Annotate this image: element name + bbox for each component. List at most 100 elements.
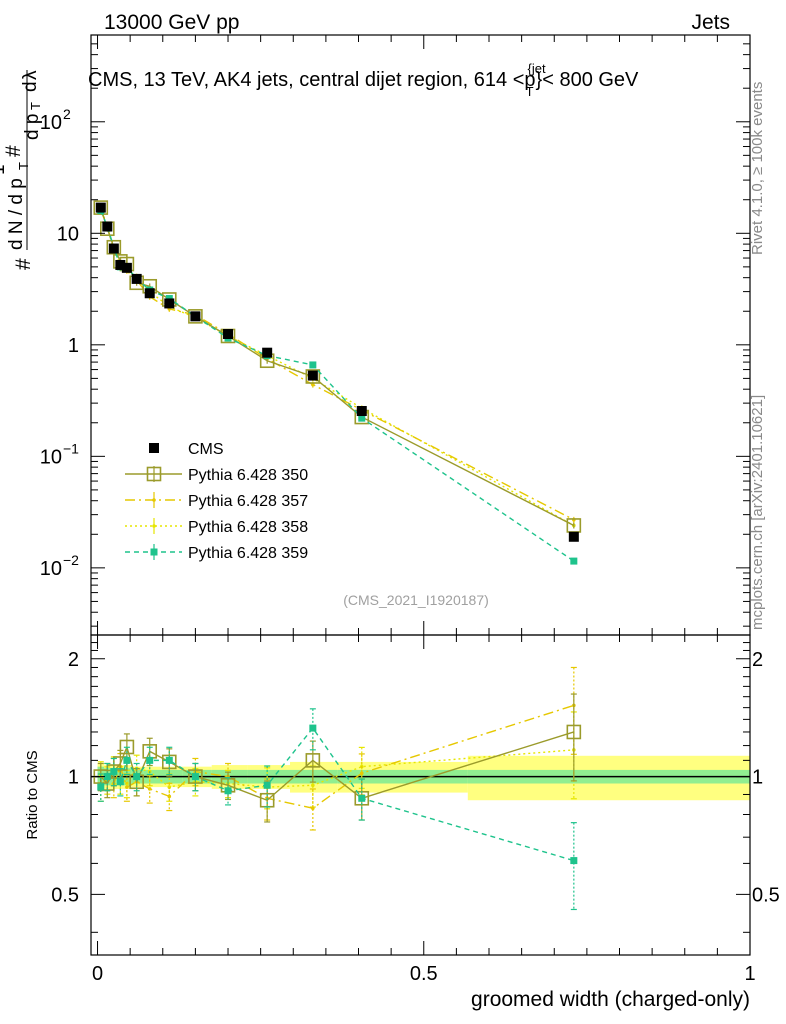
point-p359 — [309, 361, 317, 369]
point-cms — [356, 406, 367, 417]
ratio-y-ticks: 0.5 0.5 1 1 2 2 — [51, 642, 780, 933]
ratio-point-p359 — [146, 756, 154, 764]
ratio-point-p359 — [224, 787, 232, 795]
y-tick-label: 10 — [40, 446, 62, 468]
point-cms — [131, 273, 142, 284]
point-cms — [102, 221, 113, 232]
ratio-y-tick-label-right: 0.5 — [752, 884, 780, 906]
main-x-ticks — [97, 35, 751, 635]
ratio-line-p357 — [100, 704, 575, 809]
ratio-series — [93, 666, 582, 911]
legend-label: CMS — [188, 441, 224, 458]
mcplots-label: mcplots.cern.ch [arXiv:2401.10621] — [749, 395, 766, 630]
legend-marker-p359 — [150, 548, 158, 556]
point-cms — [568, 531, 579, 542]
legend-label: Pythia 6.428 350 — [188, 467, 308, 484]
ratio-point-p359 — [103, 773, 111, 781]
y-tick-label: 10 — [40, 112, 62, 134]
x-tick-label: 1 — [744, 963, 755, 985]
svg-text:#: # — [2, 145, 25, 157]
ratio-point-p359 — [191, 773, 199, 781]
plot-title: CMS, 13 TeV, AK4 jets, central dijet reg… — [88, 61, 639, 99]
point-p350 — [305, 369, 321, 384]
ratio-point-p358 — [311, 783, 315, 788]
y-tick-label: 10 — [57, 223, 79, 245]
plot-title-sub: T — [526, 84, 534, 99]
ratio-point-p357 — [147, 787, 152, 791]
legend-marker-p358 — [152, 524, 156, 528]
svg-text:#: # — [0, 104, 1, 115]
ratio-panel: 0 0.5 1 0.5 0.51 12 2 — [51, 634, 780, 985]
ratio-y-tick-label: 1 — [68, 767, 79, 789]
legend-marker-p357 — [152, 498, 156, 502]
x-axis-label: groomed width (charged-only) — [471, 988, 750, 1011]
x-tick-label: 0 — [92, 963, 103, 985]
point-cms — [115, 259, 126, 270]
header-right: Jets — [691, 11, 730, 34]
svg-text:d: d — [0, 89, 1, 100]
legend-label: Pythia 6.428 359 — [188, 545, 308, 562]
ratio-point-p350 — [566, 724, 582, 740]
ratio-point-p350 — [305, 753, 321, 768]
point-cms — [144, 288, 155, 299]
ratio-point-p358 — [167, 785, 172, 789]
y-tick-exponent: −2 — [63, 552, 79, 568]
ratio-point-p357 — [311, 806, 315, 811]
point-p350 — [106, 239, 122, 255]
legend-marker-p350 — [146, 466, 162, 482]
ratio-point-p359 — [123, 756, 131, 764]
ratio-y-tick-label: 2 — [68, 649, 79, 671]
legend-label: Pythia 6.428 357 — [188, 493, 308, 510]
point-cms — [121, 262, 132, 273]
ratio-point-p350 — [188, 769, 203, 784]
svg-text:N: N — [0, 68, 1, 82]
series-line-p358 — [100, 206, 575, 527]
ratio-point-p359 — [165, 756, 173, 764]
y-tick-exponent: 2 — [63, 106, 71, 122]
ratio-point-p357 — [167, 794, 172, 799]
legend: CMS Pythia 6.428 350 Pythia 6.428 357 Pythi… — [125, 441, 308, 562]
ratio-y-tick-label-right: 1 — [752, 767, 763, 789]
ratio-point-p350 — [119, 739, 135, 755]
y-axis-label-ratio: Ratio to CMS — [24, 750, 41, 839]
ratio-point-p359 — [263, 781, 271, 789]
svg-text:d p: d p — [22, 114, 43, 140]
x-tick-label: 0.5 — [410, 963, 438, 985]
ratio-point-p359 — [358, 794, 366, 802]
main-series — [93, 200, 582, 565]
svg-text:1: 1 — [0, 164, 9, 175]
legend-label: Pythia 6.428 358 — [188, 519, 308, 536]
header-left: 13000 GeV pp — [104, 11, 239, 34]
point-cms — [190, 311, 201, 322]
point-p359 — [570, 557, 578, 565]
svg-text:d: d — [20, 81, 41, 92]
point-cms — [164, 298, 175, 309]
ratio-point-p359 — [110, 768, 118, 776]
analysis-watermark: (CMS_2021_I1920187) — [343, 592, 489, 608]
rivet-label: Rivet 4.1.0, ≥ 100k events — [749, 82, 766, 255]
y-axis-label-main: # d N / d p T 1 # d p T d λ # d 2 N — [0, 68, 43, 270]
ratio-point-p359 — [309, 724, 317, 732]
legend-marker-cms — [149, 443, 159, 453]
ratio-point-p357 — [359, 771, 364, 776]
svg-text:T: T — [28, 102, 43, 110]
point-p350 — [188, 309, 203, 324]
ratio-point-p359 — [116, 778, 124, 786]
plot-title-sup: {jet — [528, 61, 546, 76]
point-p359 — [358, 414, 366, 422]
y-tick-label: 10 — [40, 558, 62, 580]
ratio-point-p359 — [570, 857, 578, 865]
svg-text:T: T — [16, 162, 31, 170]
ratio-x-ticks: 0 0.5 1 — [92, 635, 756, 985]
series-line-p350 — [100, 207, 575, 527]
ratio-y-tick-label: 0.5 — [51, 884, 79, 906]
y-tick-exponent: −1 — [63, 440, 79, 456]
plot-title-main: CMS, 13 TeV, AK4 jets, central dijet reg… — [88, 69, 536, 91]
point-cms — [307, 370, 318, 381]
point-p350 — [93, 200, 109, 215]
point-cms — [262, 347, 273, 358]
ratio-y-tick-label-right: 2 — [752, 649, 763, 671]
